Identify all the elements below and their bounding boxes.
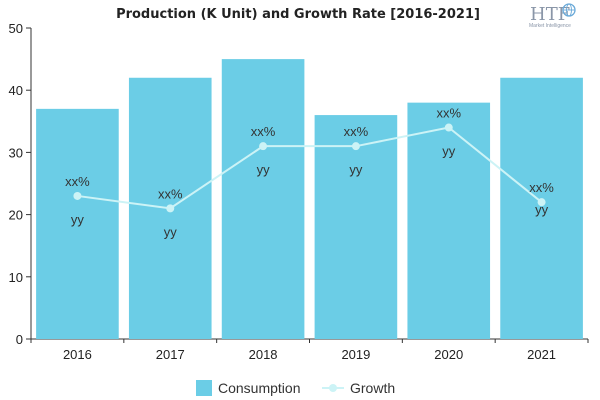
growth-data-label: xx% (529, 180, 554, 195)
y-tick-label: 0 (16, 332, 23, 347)
bar-consumption (221, 59, 305, 339)
bars (36, 59, 583, 339)
growth-point (259, 142, 268, 151)
growth-data-label: xx% (251, 124, 276, 139)
growth-point (537, 198, 546, 207)
bar-data-label: yy (442, 144, 456, 159)
x-tick-label: 2018 (249, 347, 278, 362)
logo-subtext: Market Intelligence (529, 23, 571, 29)
y-tick-label: 10 (9, 270, 23, 285)
bar-data-label: yy (257, 162, 271, 177)
x-tick-label: 2021 (527, 347, 556, 362)
growth-data-label: xx% (65, 174, 90, 189)
growth-point (166, 204, 175, 213)
bar-data-label: yy (535, 202, 549, 217)
legend-swatch-growth-point (329, 384, 337, 392)
legend-label-growth: Growth (350, 380, 395, 396)
legend-swatch-consumption (196, 380, 212, 396)
y-tick-label: 20 (9, 208, 23, 223)
legend: Consumption Growth (196, 380, 395, 396)
bar-data-label: yy (164, 224, 178, 239)
y-tick-label: 50 (9, 21, 23, 36)
data-labels: yy yy yy yy yy yy xx% xx% xx% xx% xx% xx% (65, 106, 554, 240)
globe-icon (562, 3, 576, 17)
growth-data-label: xx% (436, 106, 461, 121)
growth-line (77, 126, 543, 210)
bar-data-label: yy (71, 212, 85, 227)
x-tick-label: 2019 (341, 347, 370, 362)
x-tick-label: 2017 (156, 347, 185, 362)
y-tick-label: 30 (9, 145, 23, 160)
growth-point (73, 191, 82, 200)
axes: 0 10 20 30 40 50 2016 2017 2018 2019 2020 2021 (9, 21, 589, 362)
growth-point (351, 142, 360, 151)
y-tick-label: 40 (9, 83, 23, 98)
bar-consumption (36, 108, 119, 339)
growth-line-group (73, 123, 546, 213)
bar-data-label: yy (349, 162, 363, 177)
logo-text: HTF (530, 4, 570, 25)
bar-consumption (500, 77, 583, 339)
bar-consumption (407, 102, 491, 339)
chart-title: Production (K Unit) and Growth Rate [201… (116, 7, 480, 22)
legend-label-consumption: Consumption (218, 380, 301, 396)
bar-consumption (314, 115, 398, 339)
growth-point (444, 123, 453, 132)
growth-data-label: xx% (344, 124, 369, 139)
logo: HTF Market Intelligence (529, 3, 576, 29)
growth-data-label: xx% (158, 186, 183, 201)
x-tick-label: 2016 (63, 347, 92, 362)
x-tick-label: 2020 (434, 347, 463, 362)
